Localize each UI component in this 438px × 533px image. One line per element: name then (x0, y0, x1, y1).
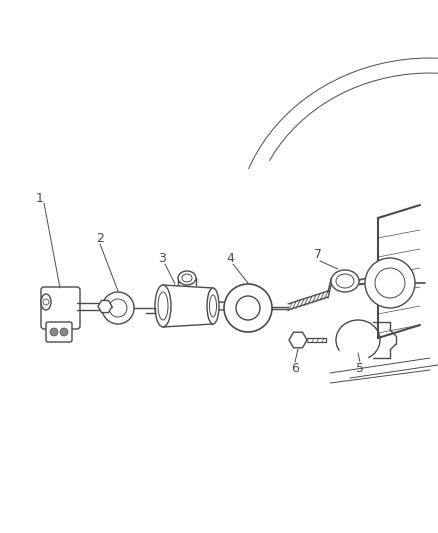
Text: 3: 3 (158, 252, 166, 264)
Circle shape (109, 299, 127, 317)
Ellipse shape (155, 285, 171, 327)
Ellipse shape (178, 271, 196, 285)
Ellipse shape (41, 294, 51, 310)
Text: 1: 1 (36, 191, 44, 205)
FancyBboxPatch shape (41, 287, 80, 329)
Circle shape (50, 328, 58, 336)
Circle shape (224, 284, 272, 332)
FancyBboxPatch shape (46, 322, 72, 342)
Text: 4: 4 (226, 252, 234, 264)
Circle shape (236, 296, 260, 320)
Ellipse shape (336, 274, 354, 288)
Circle shape (60, 328, 68, 336)
Circle shape (365, 258, 415, 308)
Circle shape (43, 299, 49, 305)
Ellipse shape (158, 292, 168, 320)
Ellipse shape (182, 274, 192, 282)
Text: 7: 7 (314, 248, 322, 262)
Polygon shape (44, 290, 77, 326)
Ellipse shape (207, 288, 219, 324)
Circle shape (375, 268, 405, 298)
Circle shape (102, 292, 134, 324)
Text: 6: 6 (291, 361, 299, 375)
Ellipse shape (331, 270, 359, 292)
Text: 5: 5 (356, 361, 364, 375)
FancyBboxPatch shape (163, 285, 213, 327)
Text: 2: 2 (96, 231, 104, 245)
Ellipse shape (209, 295, 216, 317)
